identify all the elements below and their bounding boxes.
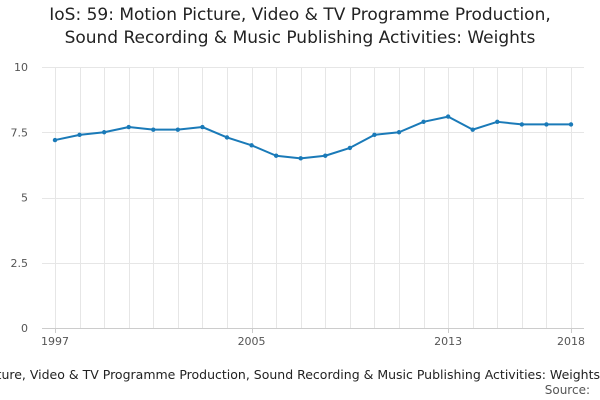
y-tick-label: 10 (14, 61, 28, 74)
data-point[interactable] (544, 122, 549, 127)
y-axis-tick-labels: 0 2.5 5 7.5 10 (11, 61, 29, 335)
data-point[interactable] (396, 130, 402, 135)
data-point[interactable] (273, 153, 279, 158)
chart-title-line-1: IoS: 59: Motion Picture, Video & TV Prog… (49, 5, 551, 25)
x-tick-label: 2005 (238, 335, 266, 348)
data-point[interactable] (224, 135, 230, 140)
data-point[interactable] (151, 127, 156, 132)
x-axis-tick-labels: 1997 2005 2013 2018 (41, 335, 585, 348)
data-point[interactable] (421, 119, 426, 125)
data-point[interactable] (568, 122, 574, 127)
data-point[interactable] (445, 114, 451, 119)
data-point[interactable] (200, 124, 205, 130)
data-point[interactable] (298, 156, 303, 161)
data-point[interactable] (101, 130, 107, 135)
chart-title-line-2: Sound Recording & Music Publishing Activ… (64, 28, 536, 48)
data-point[interactable] (77, 132, 82, 138)
x-tick-label: 2018 (557, 335, 585, 348)
data-point[interactable] (372, 132, 377, 138)
y-tick-label: 7.5 (11, 126, 29, 139)
series-line (54, 115, 571, 160)
data-point[interactable] (347, 145, 353, 151)
legend: IoS: 59: Motion Picture, Video & TV Prog… (0, 366, 600, 384)
source-label: Source: (544, 383, 590, 397)
legend-series-name: IoS: 59: Motion Picture, Video & TV Prog… (0, 367, 600, 382)
x-tick-label: 1997 (41, 335, 69, 348)
data-point[interactable] (126, 124, 131, 130)
data-point[interactable] (495, 119, 500, 125)
y-tick-label: 2.5 (11, 257, 29, 270)
data-point[interactable] (470, 127, 475, 132)
series-layer (52, 114, 574, 161)
chart-title: IoS: 59: Motion Picture, Video & TV Prog… (0, 4, 600, 50)
x-tick-label: 2013 (434, 335, 462, 348)
data-point[interactable] (323, 153, 328, 158)
y-tick-label: 5 (21, 192, 28, 205)
grid-lines (42, 67, 584, 328)
data-point[interactable] (519, 122, 525, 127)
data-point[interactable] (52, 137, 58, 143)
x-axis (42, 328, 584, 333)
data-point[interactable] (175, 127, 181, 132)
data-point[interactable] (249, 143, 254, 148)
y-tick-label: 0 (21, 322, 28, 335)
